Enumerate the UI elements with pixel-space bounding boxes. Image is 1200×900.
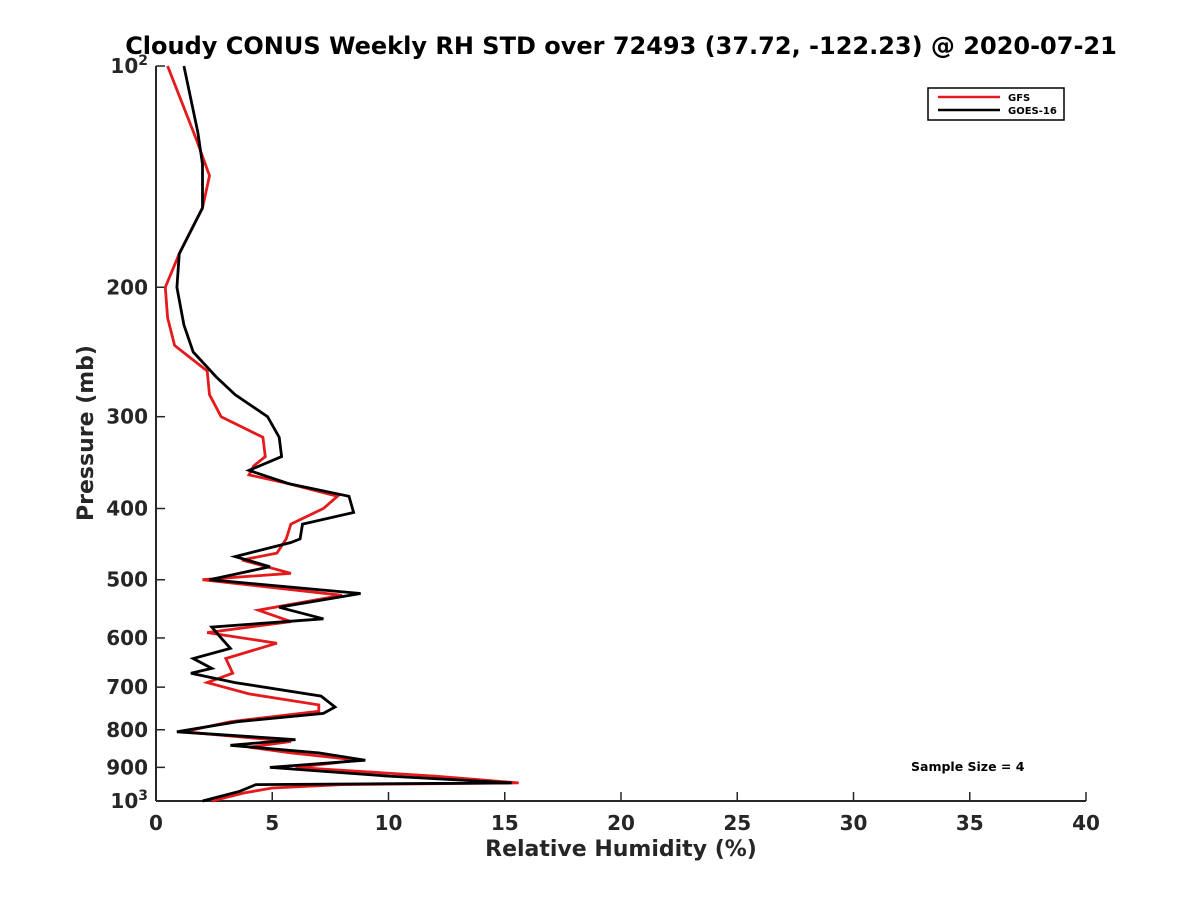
y-tick-label: 103: [110, 788, 148, 813]
y-tick-label: 300: [106, 405, 148, 429]
y-tick-label: 900: [106, 755, 148, 779]
legend-label-goes16: GOES-16: [1008, 106, 1057, 117]
x-tick-label: 20: [607, 811, 635, 835]
x-axis-label: Relative Humidity (%): [485, 837, 757, 862]
x-tick-label: 30: [840, 811, 868, 835]
legend-label-gfs: GFS: [1008, 93, 1030, 104]
x-ticks: 0 5 10 15 20 25 30 35 40: [149, 792, 1100, 835]
chart-title: Cloudy CONUS Weekly RH STD over 72493 (3…: [125, 32, 1117, 60]
x-tick-label: 25: [723, 811, 751, 835]
x-tick-label: 10: [375, 811, 403, 835]
legend: GFS GOES-16: [927, 87, 1065, 121]
y-tick-label: 200: [106, 275, 148, 299]
y-tick-label: 400: [106, 497, 148, 521]
legend-box: [927, 87, 1065, 121]
sample-size-annotation: Sample Size = 4: [911, 759, 1025, 774]
x-tick-label: 5: [265, 811, 279, 835]
series-line-gfs: [163, 65, 519, 803]
x-tick-label: 15: [491, 811, 519, 835]
series-line-goes16: [175, 65, 512, 803]
y-tick-label: 500: [106, 568, 148, 592]
x-tick-label: 0: [149, 811, 163, 835]
x-tick-label: 40: [1072, 811, 1100, 835]
y-tick-label: 800: [106, 718, 148, 742]
x-tick-label: 35: [956, 811, 984, 835]
y-tick-label: 600: [106, 626, 148, 650]
series-layer: [163, 65, 519, 803]
y-ticks: 102 200 300 400 500 600 700 800 900 103: [106, 53, 165, 813]
y-tick-label: 102: [110, 53, 148, 78]
y-tick-label: 700: [106, 675, 148, 699]
y-axis-label: Pressure (mb): [74, 345, 99, 521]
